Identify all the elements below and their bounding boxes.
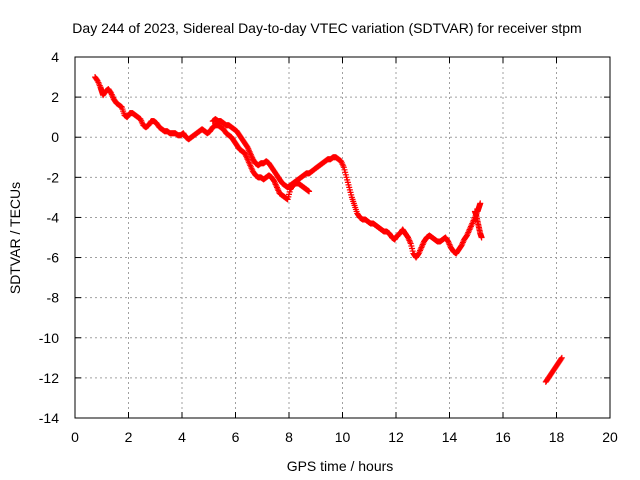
x-tick-label: 14 bbox=[442, 429, 458, 445]
x-tick-label: 16 bbox=[495, 429, 511, 445]
data-point bbox=[306, 188, 313, 195]
x-tick-label: 12 bbox=[388, 429, 404, 445]
x-axis-label: GPS time / hours bbox=[287, 458, 394, 474]
y-tick-label: -4 bbox=[47, 209, 60, 225]
y-axis-label: SDTVAR / TECUs bbox=[7, 182, 23, 294]
x-tick-label: 20 bbox=[602, 429, 618, 445]
x-tick-label: 8 bbox=[285, 429, 293, 445]
data-point bbox=[558, 354, 565, 361]
y-tick-label: -8 bbox=[47, 290, 60, 306]
data-point bbox=[477, 200, 484, 207]
x-tick-label: 4 bbox=[178, 429, 186, 445]
y-tick-label: -6 bbox=[47, 250, 60, 266]
y-tick-label: 2 bbox=[51, 89, 59, 105]
x-tick-label: 2 bbox=[125, 429, 133, 445]
x-tick-label: 6 bbox=[232, 429, 240, 445]
y-tick-label: -2 bbox=[47, 169, 60, 185]
y-tick-label: -14 bbox=[39, 410, 59, 426]
data-points bbox=[92, 74, 565, 385]
data-point bbox=[558, 355, 565, 362]
x-tick-label: 18 bbox=[549, 429, 565, 445]
y-tick-label: 0 bbox=[51, 129, 59, 145]
x-tick-label: 10 bbox=[335, 429, 351, 445]
y-tick-label: 4 bbox=[51, 49, 59, 65]
y-tick-label: -12 bbox=[39, 370, 59, 386]
y-tick-label: -10 bbox=[39, 330, 59, 346]
data-point bbox=[478, 234, 485, 241]
x-tick-label: 0 bbox=[71, 429, 79, 445]
chart-title: Day 244 of 2023, Sidereal Day-to-day VTE… bbox=[72, 20, 581, 36]
grid bbox=[75, 57, 610, 418]
